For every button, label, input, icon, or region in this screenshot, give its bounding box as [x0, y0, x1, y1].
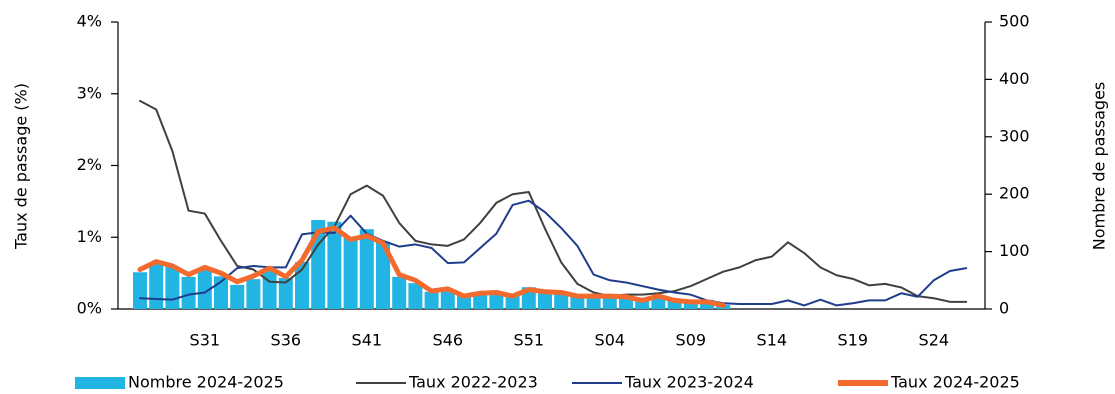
- bar: [343, 237, 358, 309]
- legend-label: Taux 2022-2023: [408, 373, 538, 392]
- bar: [570, 295, 585, 309]
- bar: [230, 284, 245, 309]
- x-tick-label: S19: [838, 331, 869, 350]
- bar: [133, 272, 147, 309]
- line: [139, 99, 968, 303]
- legend-label: Taux 2023-2024: [624, 373, 754, 392]
- x-tick-label: S36: [271, 331, 302, 350]
- bar: [683, 300, 698, 309]
- bar: [181, 276, 196, 309]
- bar: [424, 291, 439, 309]
- bar: [149, 263, 164, 309]
- bar: [473, 294, 488, 309]
- legend-swatch: [75, 377, 125, 389]
- x-tick-label: S09: [676, 331, 707, 350]
- bar: [586, 295, 601, 309]
- bar: [635, 299, 650, 309]
- bar: [489, 292, 504, 309]
- x-tick-label: S46: [433, 331, 464, 350]
- y-tick-label: 4%: [77, 12, 102, 31]
- bar: [392, 276, 407, 309]
- bar: [262, 271, 277, 309]
- y-axis-label: Taux de passage (%): [12, 83, 31, 250]
- bar: [376, 241, 390, 309]
- legend-label: Nombre 2024-2025: [128, 373, 284, 392]
- bar: [554, 291, 569, 309]
- bar: [700, 299, 714, 309]
- line: [139, 199, 968, 307]
- bar: [538, 291, 552, 309]
- bar: [667, 299, 682, 309]
- x-tick-label: S24: [919, 331, 950, 350]
- bar: [327, 221, 342, 309]
- x-tick-label: S51: [514, 331, 545, 350]
- y2-tick-label: 300: [999, 126, 1030, 145]
- y2-tick-label: 400: [999, 69, 1030, 88]
- bar: [278, 278, 293, 309]
- line: [137, 225, 726, 308]
- x-tick-label: S41: [352, 331, 383, 350]
- bar: [440, 290, 455, 309]
- bar: [295, 261, 309, 309]
- y-tick-label: 0%: [77, 299, 102, 318]
- bar: [457, 295, 471, 309]
- y2-tick-label: 200: [999, 184, 1030, 203]
- bar: [197, 268, 212, 309]
- x-tick-label: S31: [190, 331, 221, 350]
- bar: [359, 229, 374, 309]
- x-tick-label: S14: [757, 331, 788, 350]
- bar: [165, 267, 180, 309]
- y2-axis-label: Nombre de passages: [1090, 82, 1109, 251]
- legend-label: Taux 2024-2025: [890, 373, 1020, 392]
- y-tick-label: 3%: [77, 83, 102, 102]
- x-tick-label: S04: [595, 331, 626, 350]
- y-tick-label: 2%: [77, 155, 102, 174]
- bar: [246, 279, 261, 309]
- bar: [505, 295, 520, 309]
- y2-tick-label: 0: [999, 299, 1009, 318]
- bar: [408, 283, 423, 309]
- y2-tick-label: 100: [999, 241, 1030, 260]
- y-tick-label: 1%: [77, 227, 102, 246]
- y2-tick-label: 500: [999, 12, 1030, 31]
